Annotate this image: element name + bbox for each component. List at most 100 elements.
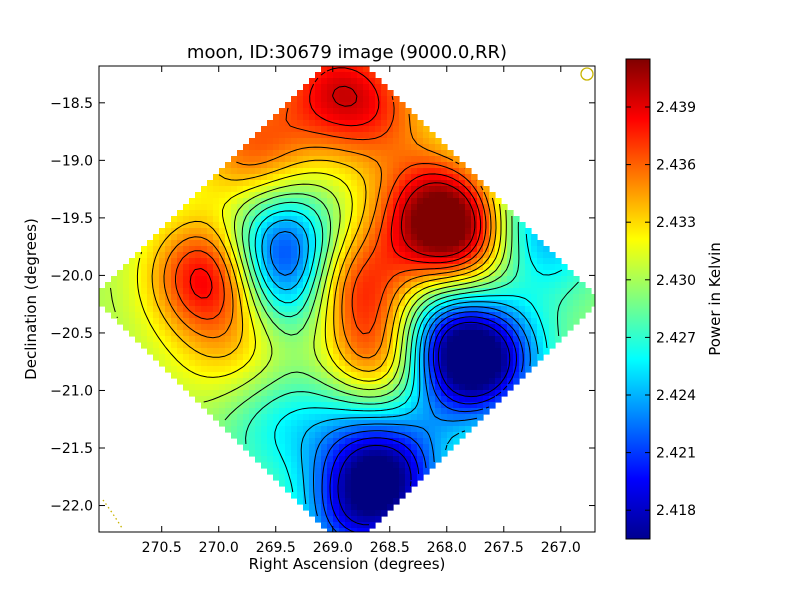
- heatmap-cell: [573, 300, 580, 307]
- heatmap-cell: [363, 450, 370, 457]
- heatmap-cell: [369, 366, 376, 373]
- heatmap-cell: [273, 426, 280, 433]
- heatmap-cell: [321, 300, 328, 307]
- heatmap-cell: [309, 270, 316, 277]
- heatmap-cell: [417, 174, 424, 181]
- heatmap-cell: [303, 408, 310, 415]
- heatmap-cell: [261, 360, 268, 367]
- heatmap-cell: [267, 438, 274, 445]
- heatmap-cell: [393, 264, 400, 271]
- heatmap-cell: [267, 468, 274, 475]
- heatmap-cell: [393, 96, 400, 103]
- heatmap-cell: [285, 408, 292, 415]
- heatmap-cell: [279, 276, 286, 283]
- heatmap-cell: [495, 306, 502, 313]
- heatmap-cell: [345, 108, 352, 115]
- heatmap-cell: [381, 486, 388, 493]
- heatmap-cell: [375, 438, 382, 445]
- heatmap-cell: [291, 492, 298, 499]
- heatmap-cell: [303, 186, 310, 193]
- heatmap-cell: [435, 138, 442, 145]
- heatmap-cell: [339, 432, 346, 439]
- heatmap-cell: [129, 306, 136, 313]
- heatmap-cell: [243, 240, 250, 247]
- heatmap-cell: [219, 204, 226, 211]
- heatmap-cell: [279, 438, 286, 445]
- heatmap-cell: [237, 222, 244, 229]
- heatmap-cell: [291, 414, 298, 421]
- heatmap-cell: [321, 168, 328, 175]
- heatmap-cell: [333, 90, 340, 97]
- heatmap-cell: [177, 300, 184, 307]
- heatmap-cell: [411, 210, 418, 217]
- heatmap-cell: [327, 402, 334, 409]
- heatmap-cell: [237, 348, 244, 355]
- heatmap-cell: [459, 324, 466, 331]
- heatmap-cell: [339, 390, 346, 397]
- heatmap-cell: [249, 246, 256, 253]
- heatmap-cell: [435, 294, 442, 301]
- heatmap-cell: [345, 102, 352, 109]
- heatmap-cell: [201, 252, 208, 259]
- heatmap-cell: [225, 240, 232, 247]
- heatmap-cell: [207, 294, 214, 301]
- heatmap-cell: [255, 420, 262, 427]
- heatmap-cell: [399, 414, 406, 421]
- heatmap-cell: [507, 336, 514, 343]
- heatmap-cell: [285, 114, 292, 121]
- heatmap-cell: [441, 330, 448, 337]
- heatmap-cell: [363, 144, 370, 151]
- heatmap-cell: [465, 378, 472, 385]
- heatmap-cell: [393, 480, 400, 487]
- heatmap-cell: [333, 450, 340, 457]
- heatmap-cell: [195, 222, 202, 229]
- heatmap-cell: [591, 294, 595, 301]
- heatmap-cell: [231, 192, 238, 199]
- heatmap-cell: [399, 138, 406, 145]
- heatmap-cell: [255, 216, 262, 223]
- heatmap-cell: [357, 210, 364, 217]
- heatmap-cell: [465, 216, 472, 223]
- heatmap-cell: [543, 276, 550, 283]
- heatmap-cell: [339, 216, 346, 223]
- heatmap-cell: [129, 312, 136, 319]
- heatmap-cell: [321, 510, 328, 517]
- heatmap-cell: [369, 258, 376, 265]
- heatmap-cell: [447, 396, 454, 403]
- heatmap-cell: [453, 330, 460, 337]
- heatmap-cell: [351, 528, 358, 532]
- heatmap-cell: [225, 192, 232, 199]
- heatmap-cell: [303, 270, 310, 277]
- heatmap-cell: [525, 228, 532, 235]
- heatmap-cell: [447, 348, 454, 355]
- heatmap-cell: [249, 432, 256, 439]
- heatmap-cell: [315, 432, 322, 439]
- heatmap-cell: [471, 264, 478, 271]
- heatmap-cell: [351, 378, 358, 385]
- heatmap-cell: [297, 90, 304, 97]
- heatmap-cell: [471, 252, 478, 259]
- heatmap-cell: [297, 312, 304, 319]
- heatmap-cell: [429, 432, 436, 439]
- heatmap-cell: [453, 210, 460, 217]
- heatmap-cell: [237, 438, 244, 445]
- heatmap-cell: [429, 168, 436, 175]
- heatmap-cell: [483, 312, 490, 319]
- heatmap-cell: [195, 276, 202, 283]
- heatmap-cell: [399, 210, 406, 217]
- heatmap-cell: [531, 360, 538, 367]
- heatmap-cell: [261, 336, 268, 343]
- heatmap-cell: [471, 342, 478, 349]
- heatmap-cell: [255, 306, 262, 313]
- heatmap-cell: [195, 354, 202, 361]
- heatmap-cell: [177, 336, 184, 343]
- heatmap-cell: [435, 210, 442, 217]
- heatmap-cell: [171, 282, 178, 289]
- heatmap-cell: [225, 228, 232, 235]
- heatmap-cell: [465, 222, 472, 229]
- heatmap-cell: [375, 366, 382, 373]
- heatmap-cell: [177, 330, 184, 337]
- heatmap-cell: [405, 324, 412, 331]
- heatmap-cell: [435, 246, 442, 253]
- heatmap-cell: [423, 258, 430, 265]
